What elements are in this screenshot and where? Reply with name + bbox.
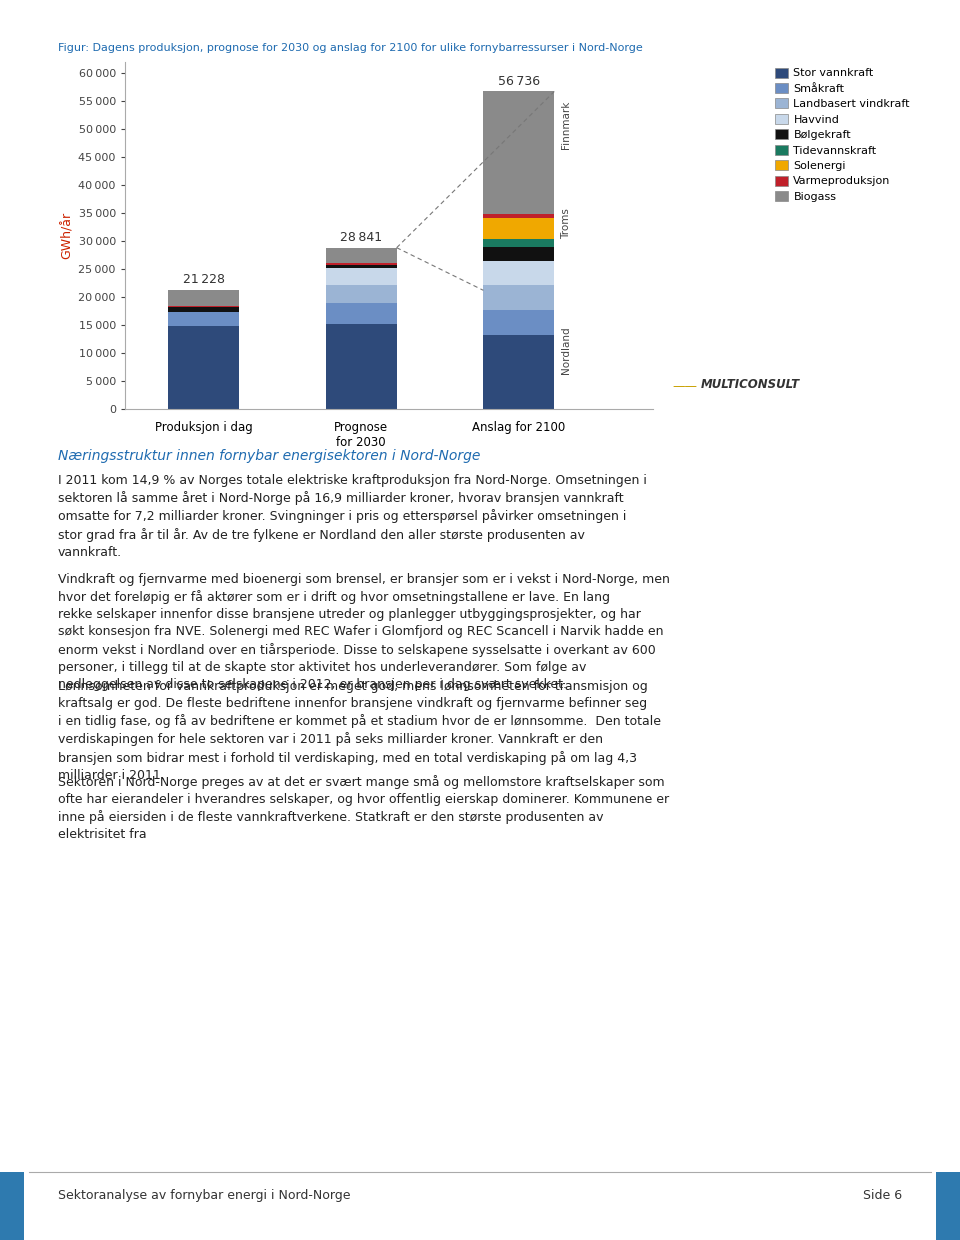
- Text: MULTICONSULT: MULTICONSULT: [701, 378, 800, 391]
- Text: 56 736: 56 736: [498, 74, 540, 88]
- Bar: [484, 92, 554, 215]
- Text: Side 6: Side 6: [863, 1189, 902, 1202]
- Bar: [484, 335, 554, 409]
- Bar: [325, 263, 396, 265]
- Bar: [484, 247, 554, 262]
- Text: Næringsstruktur innen fornybar energisektoren i Nord-Norge: Næringsstruktur innen fornybar energisek…: [58, 449, 480, 463]
- Text: Figur: Dagens produksjon, prognose for 2030 og anslag for 2100 for ulike fornyba: Figur: Dagens produksjon, prognose for 2…: [58, 43, 642, 53]
- Text: Lønnsomheten for vannkraftproduksjon er meget god, mens lønnsomheten for transmi: Lønnsomheten for vannkraftproduksjon er …: [58, 680, 660, 781]
- Text: ——: ——: [672, 381, 697, 393]
- Text: Troms: Troms: [561, 208, 570, 239]
- Bar: [484, 215, 554, 218]
- Text: I 2011 kom 14,9 % av Norges totale elektriske kraftproduksjon fra Nord-Norge. Om: I 2011 kom 14,9 % av Norges totale elekt…: [58, 474, 646, 559]
- Text: Vindkraft og fjernvarme med bioenergi som brensel, er bransjer som er i vekst i : Vindkraft og fjernvarme med bioenergi so…: [58, 573, 669, 691]
- Bar: [325, 324, 396, 409]
- Bar: [325, 303, 396, 324]
- Text: 21 228: 21 228: [182, 273, 225, 286]
- Text: Sektoren i Nord-Norge preges av at det er svært mange små og mellomstore kraftse: Sektoren i Nord-Norge preges av at det e…: [58, 775, 669, 841]
- Bar: [168, 308, 239, 311]
- Text: Sektoranalyse av fornybar energi i Nord-Norge: Sektoranalyse av fornybar energi i Nord-…: [58, 1189, 350, 1202]
- Bar: [325, 248, 396, 263]
- Bar: [484, 218, 554, 239]
- Bar: [484, 310, 554, 335]
- Bar: [484, 262, 554, 285]
- Bar: [484, 285, 554, 310]
- Text: 28 841: 28 841: [340, 231, 382, 244]
- Bar: [168, 311, 239, 326]
- Bar: [168, 290, 239, 305]
- Bar: [168, 305, 239, 308]
- Y-axis label: GWh/år: GWh/år: [61, 212, 74, 259]
- Text: Nordland: Nordland: [561, 326, 570, 373]
- Bar: [325, 265, 396, 268]
- Text: Finnmark: Finnmark: [561, 100, 570, 149]
- Bar: [484, 239, 554, 247]
- Bar: [325, 285, 396, 303]
- Legend: Stor vannkraft, Småkraft, Landbasert vindkraft, Havvind, Bølgekraft, Tidevannskr: Stor vannkraft, Småkraft, Landbasert vin…: [775, 67, 910, 202]
- Bar: [168, 326, 239, 409]
- Bar: [325, 268, 396, 285]
